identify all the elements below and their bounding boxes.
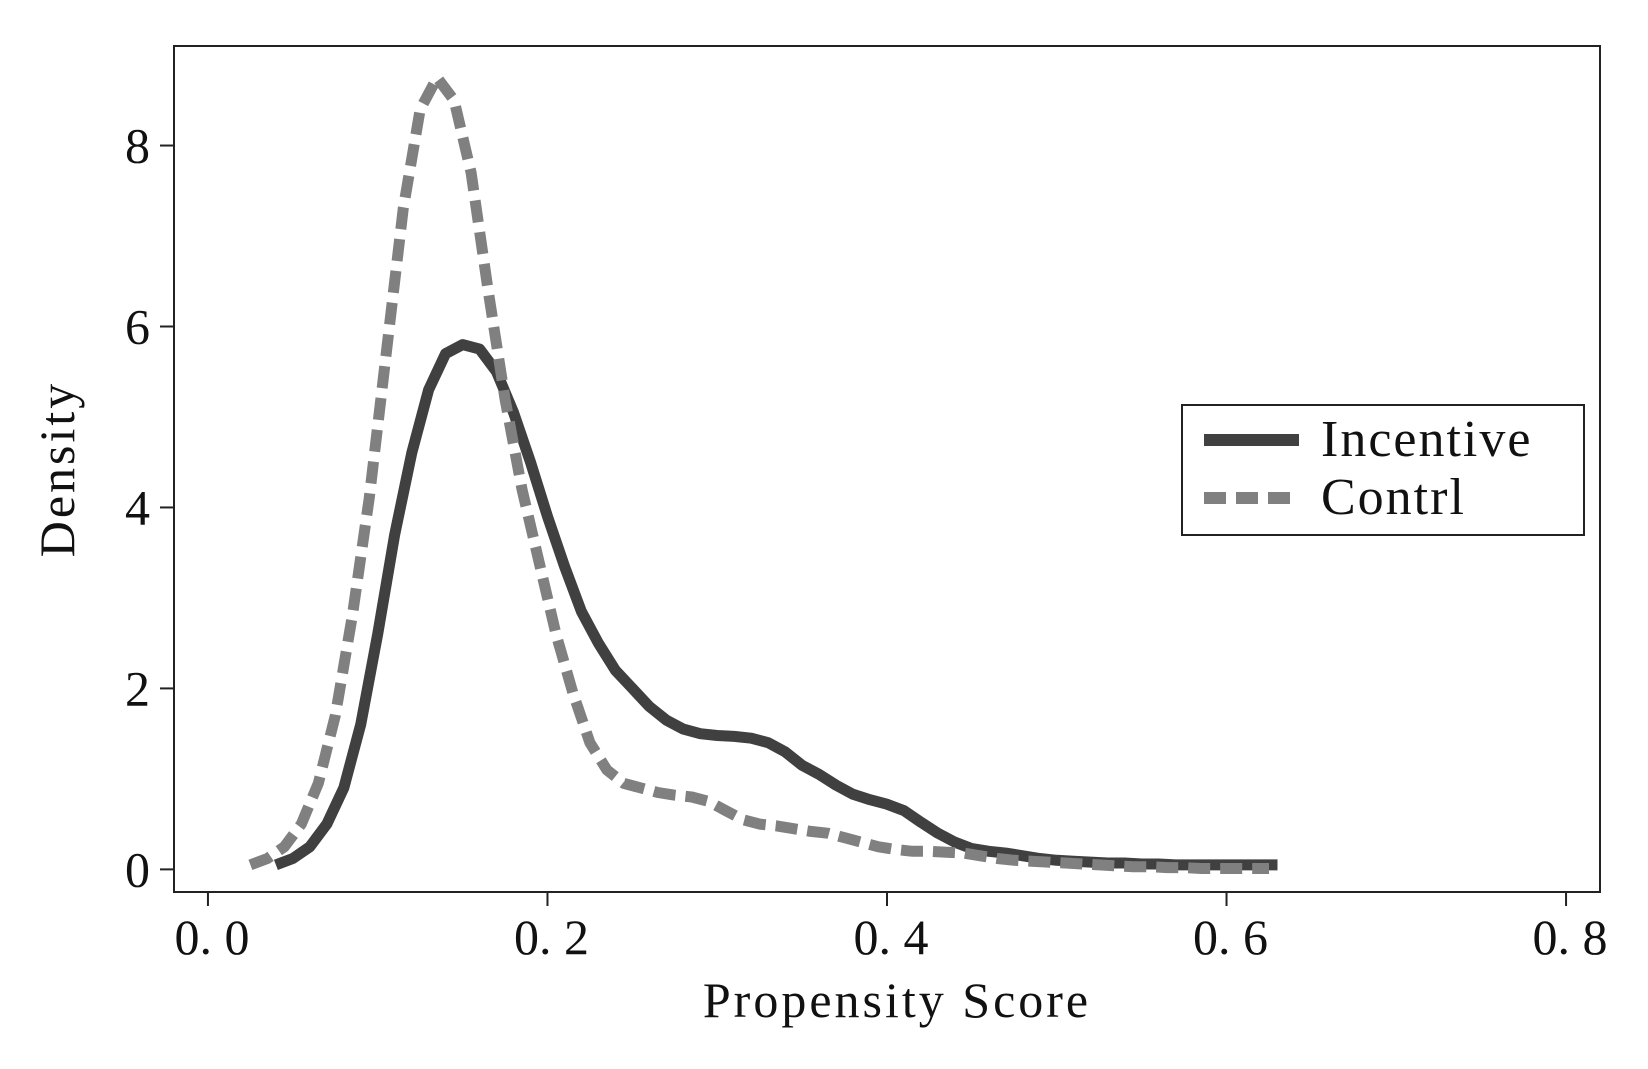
y-tick-label: 0 [125, 841, 150, 897]
x-tick-label: 0. 4 [854, 909, 929, 965]
x-tick-label: 0. 6 [1193, 909, 1268, 965]
y-axis-title: Density [29, 381, 85, 558]
y-tick-label: 2 [125, 660, 150, 716]
x-tick-label: 0. 0 [174, 909, 249, 965]
x-tick-label: 0. 8 [1533, 909, 1608, 965]
x-tick-label: 0. 2 [514, 909, 589, 965]
series-layer [248, 72, 1278, 874]
y-tick-label: 4 [125, 479, 150, 535]
legend: Incentive Contrl [1181, 404, 1585, 536]
legend-box [1181, 404, 1585, 536]
x-axis-title: Propensity Score [703, 972, 1091, 1028]
y-tick-label: 8 [125, 118, 150, 174]
y-axis: 0 2 4 6 8 [125, 118, 174, 897]
y-tick-label: 6 [125, 298, 150, 354]
legend-label-incentive: Incentive [1321, 411, 1532, 468]
legend-label-contrl: Contrl [1321, 469, 1466, 526]
x-axis: 0. 0 0. 2 0. 4 0. 6 0. 8 [174, 892, 1608, 965]
series-line-contrl [248, 72, 1269, 874]
